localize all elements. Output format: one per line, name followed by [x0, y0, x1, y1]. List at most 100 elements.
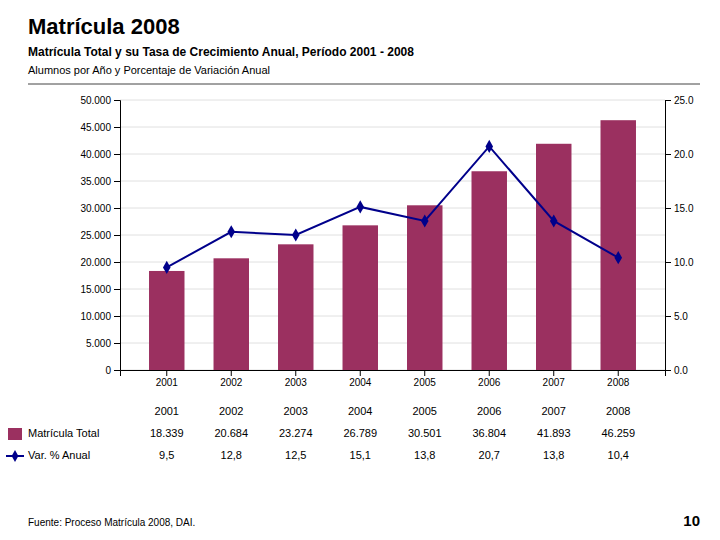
x-axis-tick: 2002 [220, 370, 243, 388]
annotation: Alumnos por Año y Porcentaje de Variació… [28, 64, 270, 76]
subtitle: Matrícula Total y su Tasa de Crecimiento… [28, 45, 414, 59]
y-axis-tick: 0 [105, 365, 120, 376]
table-header: 2006 [477, 405, 501, 417]
x-axis-tick-mark [231, 370, 232, 376]
y2-axis-tick: 10.0 [665, 257, 694, 268]
y2-axis-tick-mark [665, 100, 671, 101]
data-label: 26.789 [343, 427, 377, 439]
legend-label: Matrícula Total [28, 427, 99, 439]
grid-line [120, 235, 665, 236]
marker [614, 251, 622, 264]
marks [149, 120, 636, 370]
y-axis-tick: 30.000 [80, 203, 120, 214]
y2-axis-tick-label: 15.0 [674, 203, 694, 214]
marker [163, 261, 171, 274]
y2-axis-tick-label: 20.0 [674, 149, 694, 160]
y-axis-tick-mark [114, 262, 120, 263]
y-axis-tick: 25.000 [80, 230, 120, 241]
grid-line [120, 127, 665, 128]
y-axis-tick-mark [114, 289, 120, 290]
y2-axis-tick-label: 25.0 [674, 95, 694, 106]
y2-axis-tick: 25.0 [665, 95, 694, 106]
y2-axis-tick-label: 10.0 [674, 257, 694, 268]
y-axis-tick-mark [114, 154, 120, 155]
y2-axis: 0.0 5.0 10.0 15.0 20.0 25.0 [665, 95, 694, 376]
x-axis-tick-label: 2003 [285, 377, 308, 388]
y-axis-tick-mark [114, 208, 120, 209]
y-axis-tick-mark [114, 316, 120, 317]
marker [356, 200, 364, 213]
divider [28, 84, 700, 85]
bar [601, 120, 636, 370]
y-axis-tick: 50.000 [80, 95, 120, 106]
data-label: 10,4 [608, 449, 629, 461]
bar [407, 205, 442, 370]
data-label: 12,8 [221, 449, 242, 461]
plot: 2001200220032004200520062007200805.00010… [80, 95, 693, 388]
page-number: 10 [683, 512, 700, 529]
y-axis-tick-label: 0 [105, 365, 111, 376]
table-header: 2001 [155, 405, 179, 417]
marker [550, 214, 558, 227]
y2-axis-tick-mark [665, 316, 671, 317]
table-header: 2003 [284, 405, 308, 417]
y-axis-tick-mark [114, 127, 120, 128]
bar [536, 144, 571, 370]
y-axis-tick-mark [114, 235, 120, 236]
data-label: 46.259 [601, 427, 635, 439]
y-axis-tick-mark [114, 370, 120, 371]
x-axis-tick-mark [360, 370, 361, 376]
y-axis-tick: 5.000 [86, 338, 120, 349]
data-label: 41.893 [537, 427, 571, 439]
y2-axis-tick-label: 0.0 [674, 365, 688, 376]
y-axis-tick: 40.000 [80, 149, 120, 160]
x-axis-tick: 2001 [156, 370, 179, 388]
x-axis-tick: 2003 [285, 370, 308, 388]
data-label: 30.501 [408, 427, 442, 439]
x-axis-line [121, 371, 666, 377]
x-axis-tick-label: 2001 [156, 377, 179, 388]
bar [472, 171, 507, 370]
line [167, 146, 618, 267]
y-axis-tick-label: 35.000 [80, 176, 111, 187]
x-axis-tick: 2005 [414, 370, 437, 388]
y2-axis-tick: 5.0 [665, 311, 688, 322]
y2-axis-tick: 0.0 [665, 365, 688, 376]
y-axis-tick-label: 30.000 [80, 203, 111, 214]
grid-line [120, 343, 665, 344]
y2-axis-line [666, 101, 672, 371]
legend-marker [12, 450, 19, 462]
table-header: 2007 [542, 405, 566, 417]
x-axis-tick-mark [166, 370, 167, 376]
title: Matrícula 2008 [28, 14, 180, 39]
data-label: 13,8 [543, 449, 564, 461]
data-label: 15,1 [350, 449, 371, 461]
bar [214, 258, 249, 370]
y-axis: 0 5.000 10.000 15.000 20.000 25.000 30.000 35.0… [80, 95, 120, 376]
y-axis-tick-label: 10.000 [80, 311, 111, 322]
data-label: 13,8 [414, 449, 435, 461]
legend-swatch [8, 428, 22, 440]
y-axis-tick-mark [114, 343, 120, 344]
y-axis-tick: 10.000 [80, 311, 120, 322]
marker [421, 214, 429, 227]
data-label: 20,7 [479, 449, 500, 461]
table-header: 2002 [219, 405, 243, 417]
y-axis-tick-mark [114, 181, 120, 182]
y-axis-tick: 45.000 [80, 122, 120, 133]
grid-line [120, 316, 665, 317]
x-axis-tick-label: 2004 [349, 377, 372, 388]
y-axis-tick-label: 45.000 [80, 122, 111, 133]
y-axis-tick: 20.000 [80, 257, 120, 268]
y-axis-tick: 15.000 [80, 284, 120, 295]
grid-line [120, 100, 665, 101]
data-label: 36.804 [472, 427, 506, 439]
y-axis-tick-label: 20.000 [80, 257, 111, 268]
grid-line [120, 262, 665, 263]
data-label: 23.274 [279, 427, 313, 439]
data-label: 12,5 [285, 449, 306, 461]
y2-axis-tick-mark [665, 208, 671, 209]
y2-axis-tick-mark [665, 154, 671, 155]
bar [343, 225, 378, 370]
y-axis-tick: 35.000 [80, 176, 120, 187]
